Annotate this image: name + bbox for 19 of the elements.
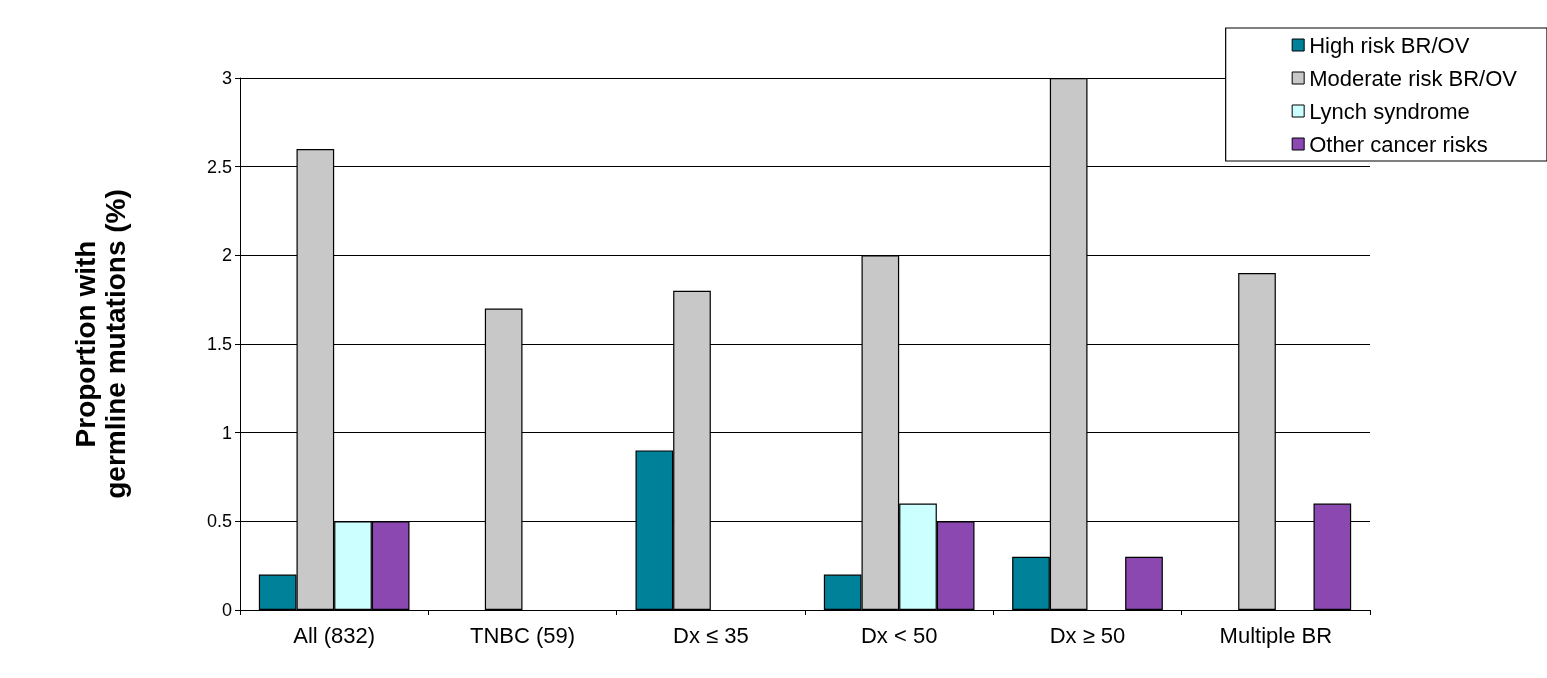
bar xyxy=(1125,556,1163,610)
legend-label: Lynch syndrome xyxy=(1309,98,1470,124)
y-axis-title: Proportion with germline mutations (%) xyxy=(69,189,131,499)
x-tick-label: All (832) xyxy=(293,622,376,648)
y-tick-label: 2.5 xyxy=(206,156,232,177)
x-tick-label: Dx ≤ 35 xyxy=(673,622,749,648)
y-tick-label: 1 xyxy=(221,422,232,443)
y-tick-label: 0.5 xyxy=(206,511,232,532)
legend-label: High risk BR/OV xyxy=(1309,32,1470,58)
y-tick-label: 1.5 xyxy=(206,334,232,354)
x-tick-label: Dx < 50 xyxy=(860,622,938,648)
y-tick-label: 3 xyxy=(221,68,232,88)
y-tick-label: 0 xyxy=(221,600,232,620)
x-tick-label: TNBC (59) xyxy=(469,622,576,648)
legend-label: Other cancer risks xyxy=(1309,131,1488,157)
y-tick-label: 2 xyxy=(221,245,232,266)
legend-label: Moderate risk BR/OV xyxy=(1309,65,1518,91)
x-tick-label: Multiple BR xyxy=(1219,622,1333,648)
x-tick-label: Dx ≥ 50 xyxy=(1049,622,1126,648)
